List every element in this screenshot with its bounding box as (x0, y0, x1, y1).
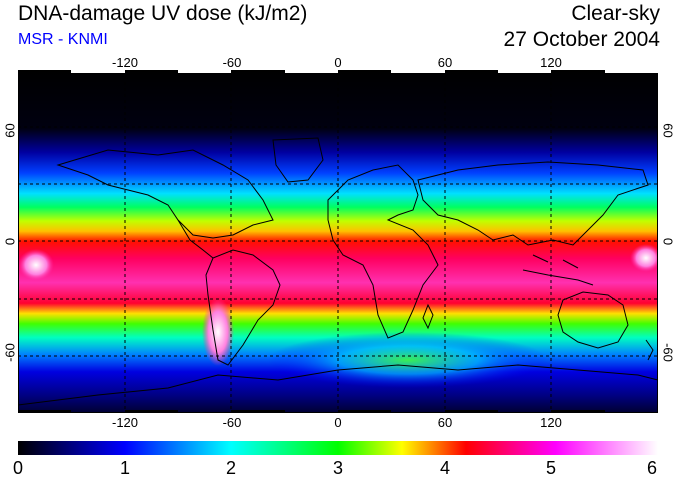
central-america-coast (177, 219, 214, 259)
sky-mode-label: Clear-sky (571, 2, 660, 25)
colorbar-label-2: 2 (225, 458, 237, 478)
border-bottom-seg-2 (125, 410, 178, 413)
colorbar-label-3: 3 (332, 458, 344, 478)
map-title: DNA-damage UV dose (kJ/m2) (18, 2, 308, 25)
greenland-coast (272, 137, 324, 183)
lat-label-left-60: 60 (2, 123, 18, 138)
lon-label-top-120: 120 (540, 55, 562, 70)
graticule (18, 70, 658, 413)
lat-label-right-60: 60 (660, 123, 676, 138)
antarctic-halo (268, 332, 548, 388)
australia-coast (557, 291, 629, 349)
lat-label-left-0: 0 (2, 237, 18, 246)
indonesia-coast (522, 254, 594, 286)
colorbar-label-1: 1 (119, 458, 131, 478)
uv-map-svg (18, 70, 658, 413)
lat-label-right-neg60: -60 (660, 343, 676, 362)
border-top-seg-1 (71, 70, 125, 73)
lon-label-top-neg120: -120 (111, 55, 139, 70)
andes-peak (202, 298, 234, 366)
border-top-seg-3 (285, 70, 338, 73)
lat-label-left-neg60: -60 (2, 343, 18, 362)
lon-label-bottom-0: 0 (334, 415, 342, 430)
border-top-seg-5 (498, 70, 551, 73)
border-top-seg-4 (391, 70, 445, 73)
colorbar-label-6: 6 (646, 458, 658, 478)
madagascar-coast (422, 303, 434, 330)
north-america-coast (56, 149, 274, 239)
asia-coast (417, 161, 649, 246)
border-top-seg-2 (178, 70, 231, 73)
east-pacific-peak (630, 244, 658, 272)
lat-label-right-0: 0 (660, 237, 676, 246)
credit-label: MSR - KNMI (18, 31, 108, 48)
colorbar-gradient (18, 441, 658, 455)
lon-label-bottom-neg120: -120 (111, 415, 139, 430)
colorbar-label-5: 5 (545, 458, 557, 478)
border-bottom-seg-5 (445, 410, 498, 413)
lon-label-bottom-120: 120 (540, 415, 562, 430)
colorbar-label-4: 4 (439, 458, 451, 478)
uv-dose-map (18, 70, 658, 413)
coastlines (18, 137, 658, 406)
lon-label-top-0: 0 (334, 55, 342, 70)
south-america-coast (205, 249, 281, 366)
border-top-seg-6 (605, 70, 658, 73)
border-bottom-seg-4 (338, 410, 391, 413)
border-bottom-seg-3 (231, 410, 285, 413)
lon-label-top-60: 60 (437, 55, 453, 70)
border-bottom-seg-1 (18, 410, 71, 413)
new-zealand-coast (645, 339, 654, 361)
lon-label-bottom-neg60: -60 (222, 415, 242, 430)
lon-label-bottom-60: 60 (437, 415, 453, 430)
date-label: 27 October 2004 (503, 28, 660, 51)
border-bottom-seg-6 (551, 410, 605, 413)
antarctica-coast (18, 364, 658, 406)
pacific-peak (18, 249, 54, 281)
colorbar-label-0: 0 (12, 458, 24, 478)
europe-africa-coast (327, 164, 439, 339)
lon-label-top-neg60: -60 (222, 55, 242, 70)
map-border (18, 70, 658, 413)
colorbar (18, 441, 658, 455)
